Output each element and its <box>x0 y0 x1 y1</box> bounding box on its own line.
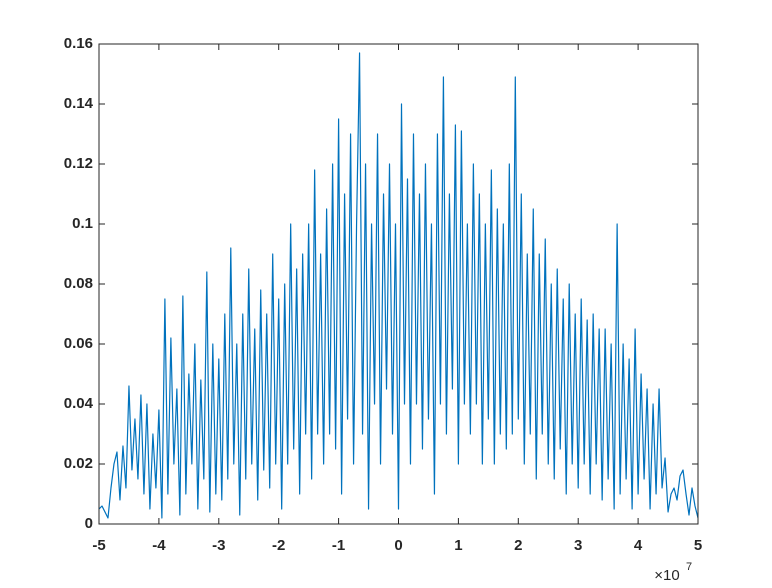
y-tick-label: 0.06 <box>64 335 93 352</box>
x-exponent-base: ×10 <box>654 567 679 584</box>
x-tick-label: 1 <box>454 537 462 554</box>
y-tick-label: 0.12 <box>64 155 93 172</box>
x-tick-label: -5 <box>92 537 105 554</box>
y-tick-label: 0.08 <box>64 275 93 292</box>
x-tick-label: 4 <box>634 537 643 554</box>
x-tick-label: 0 <box>394 537 402 554</box>
x-tick-label: 5 <box>694 537 702 554</box>
data-line <box>98 52 699 519</box>
x-exponent-power: 7 <box>686 561 692 573</box>
y-tick-label: 0.16 <box>64 35 93 52</box>
x-tick-label: -2 <box>272 537 285 554</box>
y-tick-label: 0.02 <box>64 455 93 472</box>
y-tick-label: 0.14 <box>64 95 94 112</box>
y-tick-label: 0.1 <box>72 215 93 232</box>
y-tick-label: 0 <box>85 515 93 532</box>
x-tick-label: -3 <box>212 537 225 554</box>
x-tick-label: -4 <box>152 537 166 554</box>
x-tick-label: 3 <box>574 537 582 554</box>
y-tick-label: 0.04 <box>64 395 94 412</box>
x-tick-label: 2 <box>514 537 522 554</box>
x-tick-label: -1 <box>332 537 345 554</box>
